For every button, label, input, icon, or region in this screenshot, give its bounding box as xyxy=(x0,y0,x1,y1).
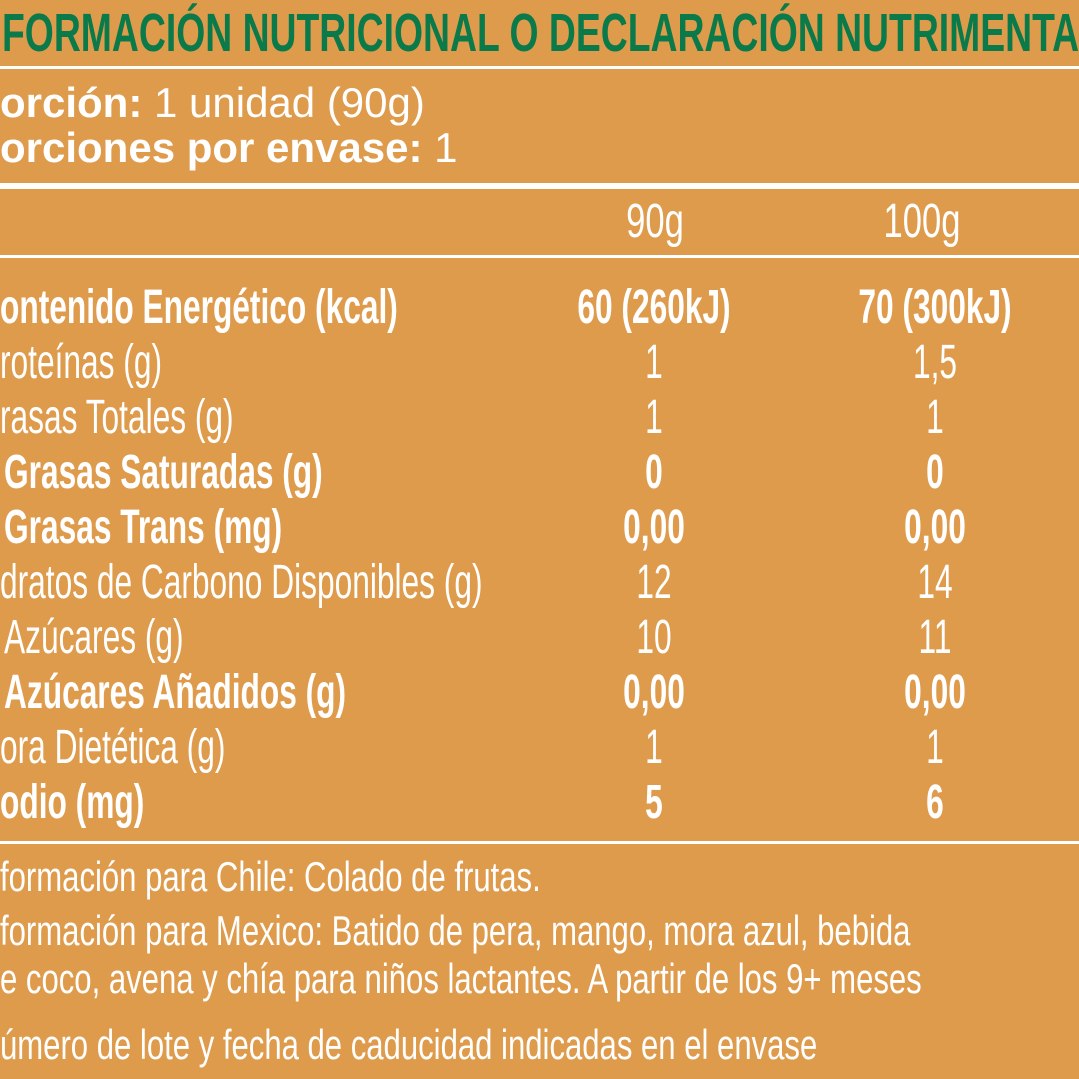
footer-line-chile: formación para Chile: Colado de frutas. xyxy=(0,853,541,900)
serving-size: orción: 1 unidad (90g) xyxy=(0,79,425,126)
footer-line-mexico-cont: e coco, avena y chía para niños lactante… xyxy=(0,955,922,1002)
divider xyxy=(0,66,1079,69)
panel-title: FORMACIÓN NUTRICIONAL O DECLARACIÓN NUTR… xyxy=(2,3,1079,63)
nutrient-label: Azúcares Añadidos (g) xyxy=(4,666,347,719)
nutrient-label: roteínas (g) xyxy=(0,336,162,389)
nutrient-label: dratos de Carbono Disponibles (g) xyxy=(0,556,483,609)
nutrient-label: Grasas Trans (mg) xyxy=(4,501,283,554)
divider xyxy=(0,255,1079,258)
footer-line-mexico: formación para Mexico: Batido de pera, m… xyxy=(0,907,911,954)
servings-per-pack: orciones por envase: 1 xyxy=(0,124,458,171)
footer-line-lot: úmero de lote y fecha de caducidad indic… xyxy=(0,1021,818,1068)
nutrient-label: ontenido Energético (kcal) xyxy=(0,281,398,334)
nutrient-label: rasas Totales (g) xyxy=(0,391,234,444)
nutrient-label: ora Dietética (g) xyxy=(0,721,226,774)
nutrient-label: Grasas Saturadas (g) xyxy=(4,446,323,499)
divider xyxy=(0,841,1079,844)
divider xyxy=(0,183,1079,189)
nutrient-label: odio (mg) xyxy=(0,776,145,829)
nutrient-label: Azúcares (g) xyxy=(4,611,184,664)
